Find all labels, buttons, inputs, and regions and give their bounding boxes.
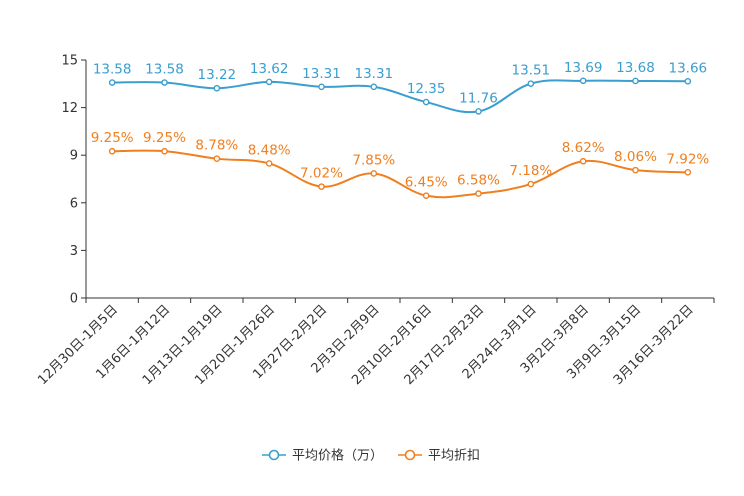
- data-point[interactable]: [318, 183, 325, 190]
- data-label: 8.78%: [195, 138, 238, 154]
- legend-marker-icon: [404, 449, 416, 461]
- data-point[interactable]: [161, 79, 168, 86]
- data-point[interactable]: [108, 147, 116, 155]
- data-label: 7.18%: [509, 163, 552, 179]
- legend-label: 平均价格（万）: [292, 448, 383, 464]
- data-point[interactable]: [108, 79, 116, 86]
- data-point[interactable]: [632, 166, 639, 174]
- data-point[interactable]: [265, 160, 273, 167]
- data-label: 12.35: [407, 81, 446, 97]
- data-label: 13.51: [512, 63, 551, 79]
- data-label: 8.48%: [248, 142, 291, 158]
- y-tick-label: 12: [61, 101, 78, 116]
- data-label: 6.45%: [405, 175, 448, 191]
- y-tick-label: 3: [70, 244, 78, 259]
- data-label: 13.31: [355, 66, 394, 82]
- x-axis: 12月30日-1月5日1月6日-1月12日1月13日-1月19日1月20日-1月…: [35, 297, 715, 388]
- data-label: 7.02%: [300, 166, 343, 182]
- y-tick-label: 9: [70, 149, 78, 164]
- data-label: 6.58%: [457, 173, 500, 189]
- data-point[interactable]: [579, 77, 587, 85]
- data-label: 8.06%: [614, 149, 657, 165]
- data-point[interactable]: [684, 77, 692, 85]
- data-label: 11.76: [459, 90, 498, 106]
- data-label: 13.58: [145, 62, 184, 78]
- data-label: 13.62: [250, 61, 289, 77]
- data-label: 9.25%: [91, 130, 134, 146]
- data-label: 13.69: [564, 60, 603, 76]
- legend-item-1[interactable]: 平均价格（万）: [262, 448, 383, 464]
- data-point[interactable]: [370, 83, 378, 91]
- data-label: 13.68: [616, 60, 655, 76]
- data-label: 8.62%: [562, 140, 605, 156]
- data-point[interactable]: [422, 98, 430, 106]
- y-tick-label: 6: [70, 196, 78, 211]
- series-layer: 13.58 13.58 13.22 13.62 13.31 13.31 12.35 11.76…: [91, 60, 709, 199]
- series-2: 9.25% 9.25% 8.78% 8.48% 7.02% 7.85% 6.45% 6.58%…: [91, 130, 709, 199]
- y-axis: 0 3 6 9 12 15: [61, 54, 87, 307]
- data-point[interactable]: [579, 157, 587, 165]
- data-label: 7.92%: [666, 151, 709, 167]
- data-point[interactable]: [422, 192, 430, 199]
- data-point[interactable]: [370, 170, 378, 177]
- data-point[interactable]: [265, 78, 273, 86]
- series-line: [112, 79, 688, 114]
- legend: 平均价格（万） 平均折扣: [262, 448, 480, 464]
- legend-marker-icon: [268, 449, 280, 461]
- data-label: 9.25%: [143, 130, 186, 146]
- legend-label: 平均折扣: [428, 449, 480, 464]
- data-point[interactable]: [161, 147, 168, 155]
- data-point[interactable]: [213, 84, 221, 92]
- data-label: 13.31: [302, 66, 341, 82]
- series-line: [112, 149, 688, 199]
- data-point[interactable]: [527, 80, 535, 87]
- data-point[interactable]: [318, 83, 325, 91]
- y-tick-label: 0: [70, 292, 78, 307]
- y-tick-label: 15: [61, 54, 78, 69]
- data-point[interactable]: [684, 169, 692, 176]
- legend-item-2[interactable]: 平均折扣: [398, 449, 480, 464]
- data-point[interactable]: [213, 155, 221, 162]
- data-point[interactable]: [475, 190, 482, 197]
- data-label: 7.85%: [352, 152, 395, 168]
- data-point[interactable]: [632, 77, 639, 85]
- data-label: 13.22: [198, 67, 237, 83]
- data-label: 13.66: [669, 60, 708, 76]
- series-1: 13.58 13.58 13.22 13.62 13.31 13.31 12.35 11.76…: [93, 60, 708, 115]
- data-label: 13.58: [93, 62, 132, 78]
- data-point[interactable]: [475, 108, 482, 115]
- data-point[interactable]: [527, 180, 535, 188]
